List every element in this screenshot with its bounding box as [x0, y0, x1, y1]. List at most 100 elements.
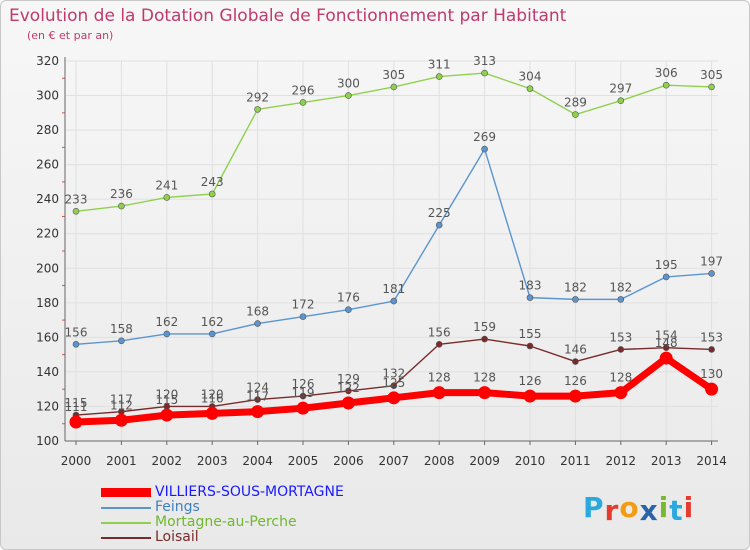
data-label: 162 — [201, 315, 224, 329]
data-point — [523, 389, 537, 403]
data-label: 243 — [201, 175, 224, 189]
data-point — [478, 386, 492, 400]
data-label: 126 — [564, 374, 587, 388]
data-label: 117 — [110, 393, 133, 407]
x-tick-label: 2005 — [288, 454, 319, 468]
chart-subtitle: (en € et par an) — [27, 29, 114, 42]
data-point — [481, 335, 488, 343]
legend-item: VILLIERS-SOUS-MORTAGNE — [101, 484, 401, 500]
data-point — [662, 344, 670, 352]
data-label: 155 — [519, 327, 542, 341]
x-tick-label: 2013 — [651, 454, 682, 468]
legend-label: VILLIERS-SOUS-MORTAGNE — [155, 484, 344, 500]
data-label: 117 — [246, 390, 269, 404]
x-tick-label: 2007 — [379, 454, 410, 468]
data-point — [526, 294, 534, 301]
data-point — [435, 73, 443, 80]
data-point — [390, 83, 398, 91]
x-tick-label: 2010 — [515, 454, 546, 468]
y-tick-label: 320 — [36, 54, 59, 68]
data-label: 183 — [519, 279, 542, 293]
data-label: 125 — [382, 376, 405, 390]
y-tick-label: 240 — [36, 192, 59, 206]
x-tick-label: 2012 — [606, 454, 637, 468]
data-point — [708, 346, 715, 353]
data-label: 156 — [65, 325, 88, 339]
data-label: 120 — [155, 387, 178, 401]
data-point — [345, 306, 352, 314]
data-point — [72, 340, 80, 348]
chart-legend: VILLIERS-SOUS-MORTAGNE Feings Mortagne-au-… — [101, 484, 401, 545]
x-tick-label: 2006 — [333, 454, 364, 468]
data-point — [617, 346, 625, 353]
data-point — [299, 99, 307, 106]
data-label: 182 — [609, 280, 632, 294]
y-tick-label: 200 — [36, 261, 59, 275]
data-point — [435, 221, 443, 229]
data-point — [163, 330, 171, 338]
data-point — [526, 85, 534, 92]
y-tick-label: 100 — [36, 434, 59, 448]
legend-label: Mortagne-au-Perche — [155, 514, 297, 530]
data-label: 124 — [246, 381, 269, 395]
value-labels: 156 158 162 162 168 172 176 181 225 269 183 182 182 1… — [65, 54, 724, 414]
data-point — [387, 391, 401, 405]
axis-layer: 100 120 140 160 180 200 220 240 260 280 300 320 2000… — [36, 54, 727, 468]
y-tick-label: 180 — [36, 296, 59, 310]
y-tick-label: 120 — [36, 399, 59, 413]
data-point — [296, 401, 310, 415]
data-point — [69, 415, 83, 429]
data-point — [435, 340, 443, 348]
data-label: 156 — [428, 325, 451, 339]
data-point — [614, 386, 628, 400]
data-label: 122 — [337, 381, 360, 395]
data-point — [705, 382, 719, 396]
data-label: 305 — [382, 68, 405, 82]
data-label: 128 — [428, 371, 451, 385]
data-label: 269 — [473, 130, 496, 144]
data-point — [572, 358, 579, 365]
grid-layer — [65, 60, 718, 442]
y-tick-label: 140 — [36, 365, 59, 379]
data-label: 126 — [292, 377, 315, 391]
data-point — [205, 406, 219, 420]
x-tick-label: 2003 — [197, 454, 228, 468]
x-tick-label: 2001 — [106, 454, 137, 468]
data-label: 146 — [564, 343, 587, 357]
legend-item: Loisail — [101, 529, 401, 545]
data-label: 225 — [428, 206, 451, 220]
data-point — [662, 273, 670, 281]
legend-label: Loisail — [155, 529, 199, 545]
data-point — [390, 382, 398, 390]
data-label: 313 — [473, 54, 496, 68]
data-label: 158 — [110, 322, 133, 336]
data-point — [708, 83, 715, 91]
x-tick-label: 2002 — [152, 454, 183, 468]
data-point — [208, 330, 216, 338]
data-label: 292 — [246, 90, 269, 104]
x-tick-label: 2008 — [424, 454, 455, 468]
data-point — [341, 396, 355, 410]
data-label: 128 — [609, 371, 632, 385]
legend-swatch — [101, 537, 151, 539]
data-point — [118, 337, 125, 345]
data-label: 126 — [519, 374, 542, 388]
legend-swatch — [101, 522, 151, 524]
data-label: 182 — [564, 280, 587, 294]
logo-letter: i — [683, 491, 695, 524]
data-point — [163, 194, 171, 201]
data-label: 297 — [609, 82, 632, 96]
y-tick-label: 220 — [36, 227, 59, 241]
logo-letter: P — [583, 491, 605, 524]
data-label: 195 — [655, 258, 678, 272]
data-point — [568, 389, 582, 403]
x-tick-label: 2014 — [696, 454, 727, 468]
data-label: 116 — [201, 391, 224, 405]
data-label: 181 — [382, 282, 405, 296]
data-point — [662, 81, 670, 89]
proxiti-logo: Proxiti — [583, 491, 695, 527]
data-point — [345, 387, 352, 395]
x-tick-label: 2009 — [469, 454, 500, 468]
